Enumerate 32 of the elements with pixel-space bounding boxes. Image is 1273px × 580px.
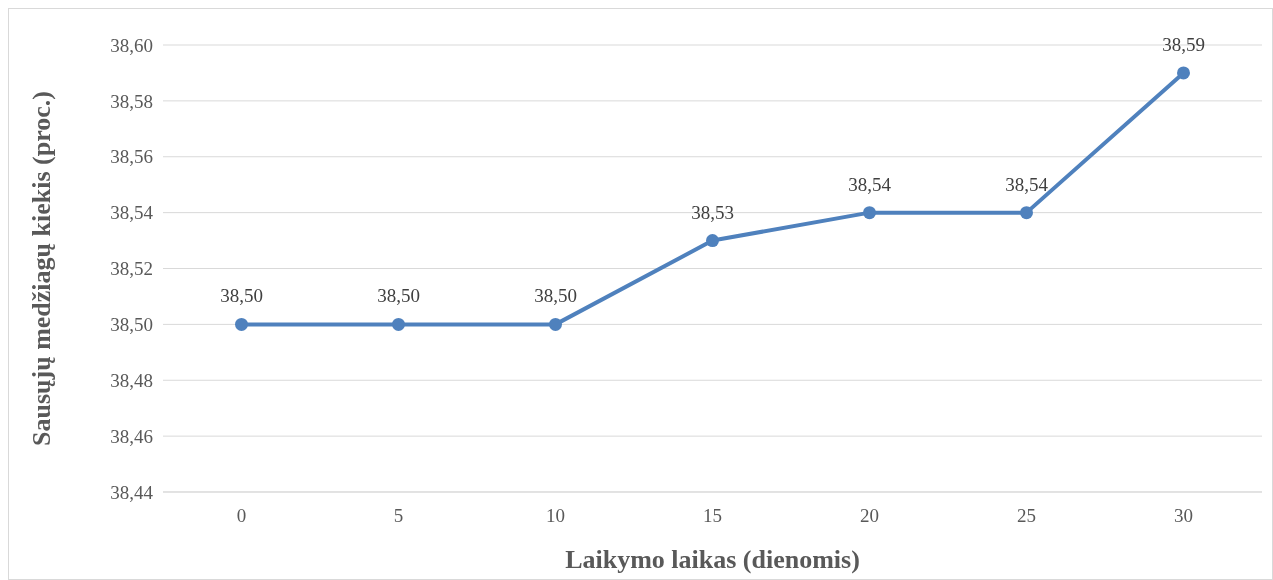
point: [392, 317, 405, 331]
data-label: 38,50: [534, 285, 577, 307]
y-tick-label: 38,48: [110, 369, 153, 391]
y-tick-label: 38,44: [110, 481, 154, 503]
x-tick-label: 20: [860, 505, 879, 526]
y-axis-title: Sausųjų medžiagų kiekis (proc.): [27, 91, 56, 446]
point: [863, 206, 876, 220]
y-tick-label: 38,50: [110, 314, 153, 336]
data-label: 38,50: [377, 285, 420, 307]
y-tick-label: 38,54: [110, 202, 154, 224]
point: [1177, 66, 1190, 80]
point: [1020, 206, 1033, 220]
data-label: 38,54: [1005, 173, 1049, 195]
point: [235, 317, 248, 331]
x-tick-label: 5: [393, 505, 404, 526]
x-axis-title: Laikymo laikas (dienomis): [565, 545, 860, 574]
point: [549, 317, 562, 331]
x-tick-label: 15: [703, 505, 722, 526]
x-tick-label: 10: [546, 505, 565, 526]
y-tick-label: 38,46: [110, 425, 153, 447]
y-tick-label: 38,60: [110, 34, 153, 56]
point: [706, 234, 719, 248]
x-tick-label: 25: [1017, 505, 1036, 526]
y-tick-label: 38,58: [110, 90, 153, 112]
data-label: 38,59: [1162, 33, 1205, 55]
data-label: 38,50: [220, 285, 263, 307]
y-tick-label: 38,56: [110, 146, 153, 168]
data-label: 38,54: [848, 173, 892, 195]
x-tick-label: 30: [1174, 505, 1193, 526]
x-tick-label: 0: [236, 505, 247, 526]
y-tick-label: 38,52: [110, 258, 153, 280]
data-label: 38,53: [691, 201, 734, 223]
